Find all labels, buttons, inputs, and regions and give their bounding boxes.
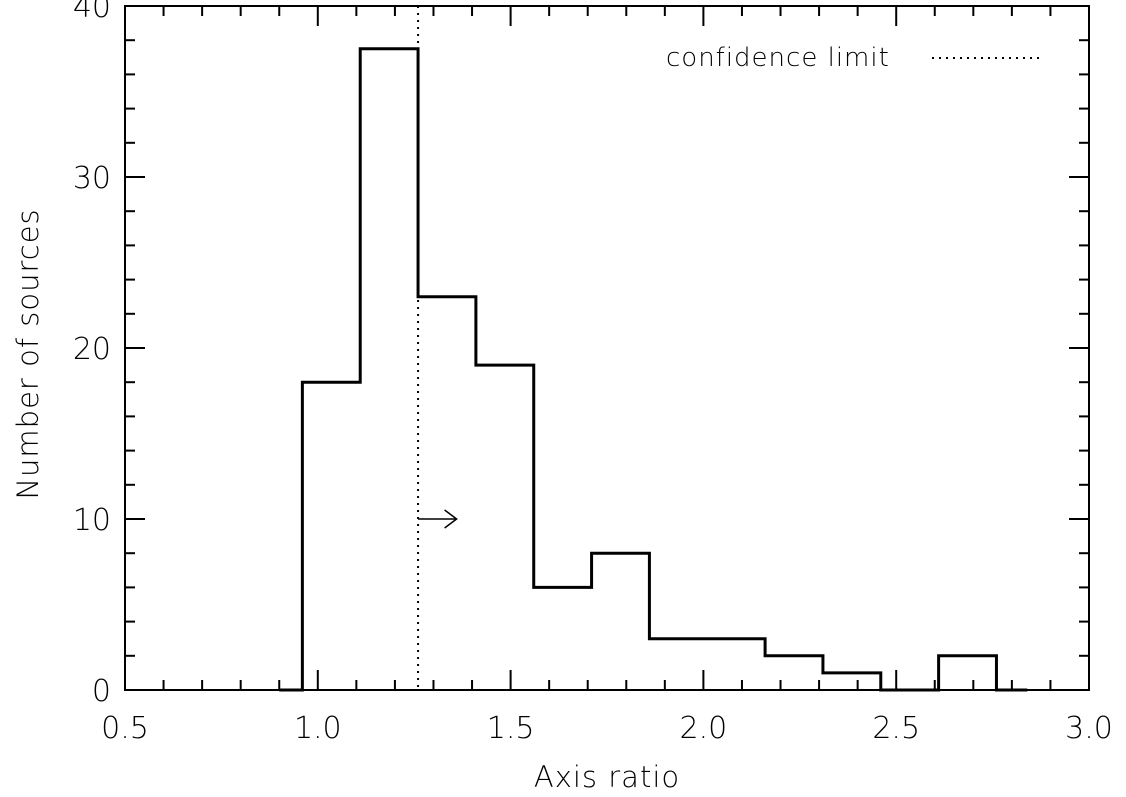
histogram-outline: [279, 47, 1028, 692]
legend: confidence limit: [666, 43, 1044, 73]
y-tick-label: 10: [73, 503, 111, 538]
x-tick-label: 3.0: [1065, 711, 1113, 746]
arrow-head: [444, 509, 458, 529]
x-axis-title: Axis ratio: [534, 760, 680, 794]
y-axis-title: Number of sources: [11, 208, 45, 499]
axis-ticks: [124, 5, 1090, 691]
x-tick-label: 2.5: [872, 711, 920, 746]
y-tick-label: 0: [92, 674, 111, 709]
plot-frame: [124, 5, 1090, 691]
y-tick-label: 30: [73, 161, 111, 196]
y-tick-label: 40: [73, 0, 111, 25]
y-tick-labels: 0 10 20 30 40: [73, 0, 111, 709]
x-tick-label: 2.0: [680, 711, 728, 746]
y-tick-label: 20: [73, 332, 111, 367]
x-tick-labels: 0.5 1.0 1.5 2.0 2.5 3.0: [101, 711, 1113, 746]
x-tick-label: 0.5: [101, 711, 149, 746]
x-tick-label: 1.0: [294, 711, 342, 746]
arrow-icon: [418, 509, 458, 529]
legend-label: confidence limit: [666, 43, 890, 73]
x-tick-label: 1.5: [487, 711, 535, 746]
